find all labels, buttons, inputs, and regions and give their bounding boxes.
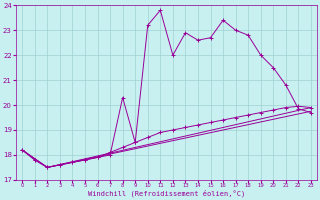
- X-axis label: Windchill (Refroidissement éolien,°C): Windchill (Refroidissement éolien,°C): [88, 190, 245, 197]
